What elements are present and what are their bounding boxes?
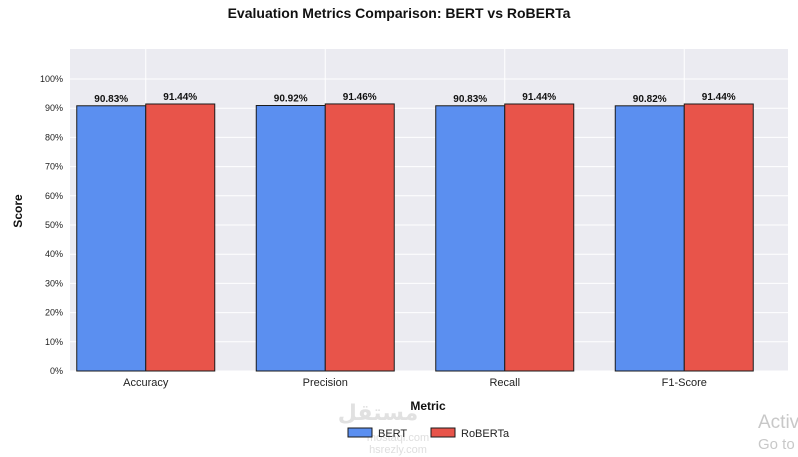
watermark-arabic: مستقل: [338, 400, 418, 425]
data-labels: 90.83% 91.44% 90.92% 91.46% 90.83% 91.44% 90.8…: [94, 92, 736, 105]
y-tick-label: 0%: [50, 366, 63, 376]
y-axis-ticks: 0% 10% 20% 30% 40% 50% 60% 70% 80% 90% 100%: [40, 74, 63, 376]
x-tick-label: Accuracy: [123, 377, 169, 389]
legend-label-bert: BERT: [378, 428, 407, 440]
y-tick-label: 90%: [45, 103, 63, 113]
x-axis-label: Metric: [410, 399, 446, 413]
bar-roberta-recall: [504, 103, 575, 372]
activate-subtitle: Go to: [758, 436, 795, 453]
data-label: 90.83%: [453, 94, 487, 105]
watermark: مستقل mostaql.com hsrezly.com: [338, 400, 429, 456]
legend-swatch-roberta: [430, 427, 456, 438]
bar-bert-recall: [435, 105, 506, 372]
data-label: 90.82%: [633, 94, 667, 105]
x-tick-label: Precision: [303, 377, 348, 389]
legend-swatch-bert: [347, 427, 373, 438]
y-tick-label: 100%: [40, 74, 63, 84]
data-label: 90.92%: [274, 94, 308, 105]
bar-bert-f1-score: [614, 105, 685, 372]
x-tick-label: F1-Score: [662, 377, 707, 389]
y-tick-label: 60%: [45, 191, 63, 201]
data-label: 91.44%: [522, 92, 556, 103]
x-tick-label: Recall: [489, 377, 520, 389]
data-label: 91.46%: [343, 92, 377, 103]
bars-group: [76, 103, 754, 372]
y-axis-label: Score: [11, 194, 25, 228]
y-tick-label: 70%: [45, 162, 63, 172]
x-axis-ticks: Accuracy Precision Recall F1-Score: [123, 377, 707, 389]
legend: BERT RoBERTa: [347, 427, 510, 440]
data-label: 91.44%: [702, 92, 736, 103]
bar-bert-accuracy: [76, 105, 147, 372]
y-tick-label: 10%: [45, 337, 63, 347]
y-tick-label: 30%: [45, 278, 63, 288]
bar-bert-precision: [255, 105, 326, 372]
watermark-latin: mostaql.com: [367, 432, 429, 444]
watermark-latin-2: hsrezly.com: [369, 444, 427, 456]
activate-windows-overlay: Activ Go to: [758, 412, 798, 453]
bar-roberta-f1-score: [683, 103, 754, 372]
legend-label-roberta: RoBERTa: [461, 428, 510, 440]
y-tick-label: 40%: [45, 249, 63, 259]
data-label: 91.44%: [163, 92, 197, 103]
y-tick-label: 20%: [45, 308, 63, 318]
y-tick-label: 80%: [45, 132, 63, 142]
activate-title: Activ: [758, 412, 798, 433]
bar-roberta-precision: [324, 103, 395, 372]
data-label: 90.83%: [94, 94, 128, 105]
y-tick-label: 50%: [45, 220, 63, 230]
chart-title: Evaluation Metrics Comparison: BERT vs R…: [228, 5, 571, 21]
bar-roberta-accuracy: [145, 103, 216, 372]
